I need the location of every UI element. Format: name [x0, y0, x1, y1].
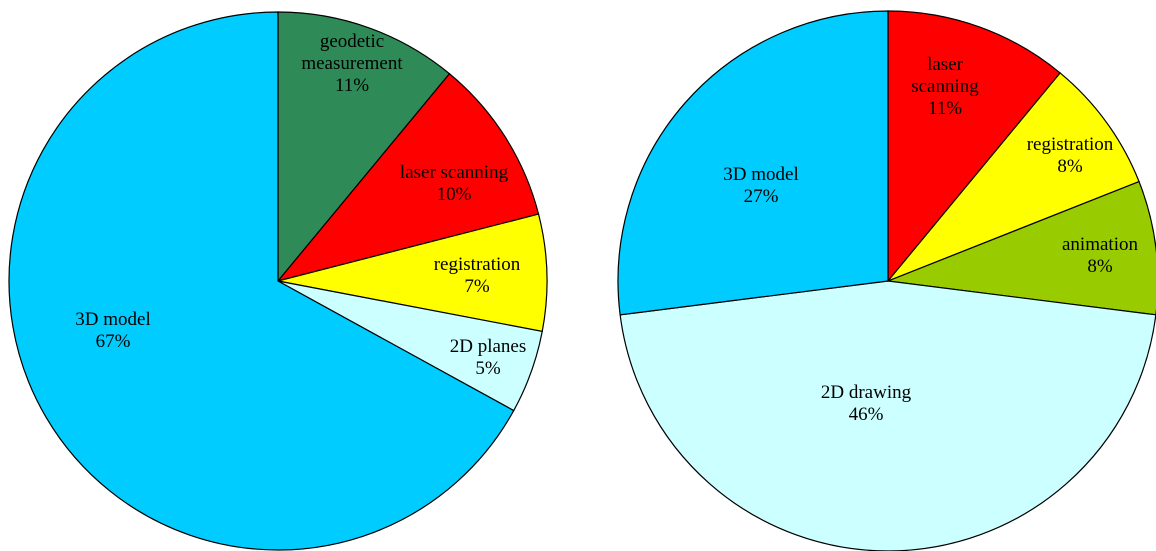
pie0-slice-geodetic-measurement: [277, 11, 451, 283]
pie1-slice-registration: [887, 72, 1140, 282]
pie1-label-2d-drawing: 2D drawing 46%: [821, 382, 912, 425]
pie0-slice-laser-scanning: [276, 72, 540, 283]
pie1-name-laser-scanning: scanning: [911, 76, 979, 97]
pie0-name-geodetic-measurement: geodetic: [320, 31, 384, 52]
pie1-percent-2d-drawing: 46%: [849, 404, 884, 425]
pie0-percent-laser-scanning: 10%: [437, 184, 472, 205]
pie0-name-3d-model: 3D model: [75, 309, 150, 330]
pie1-label-registration: registration 8%: [1027, 134, 1114, 177]
pie1-name-animation: animation: [1062, 234, 1138, 255]
pie0-slice-3d-model: [8, 11, 515, 551]
pie1-percent-3d-model: 27%: [744, 186, 779, 207]
pie0-label-3d-model: 3D model 67%: [75, 309, 150, 352]
pie0-percent-geodetic-measurement: 11%: [335, 75, 369, 96]
pie1-percent-laser-scanning: 11%: [928, 98, 962, 119]
pie1-label-3d-model: 3D model 27%: [723, 164, 798, 207]
pie0-percent-2d-planes: 5%: [475, 358, 501, 379]
pie1-name-laser-scanning: laser: [927, 54, 964, 75]
pie1-name-registration: registration: [1027, 134, 1114, 155]
pie0-label-registration: registration 7%: [434, 254, 521, 297]
pie1-percent-animation: 8%: [1087, 256, 1113, 277]
pie0-name-2d-planes: 2D planes: [450, 336, 527, 357]
pie1-name-3d-model: 3D model: [723, 164, 798, 185]
pie0-label-geodetic-measurement: geodetic measurement 11%: [301, 31, 403, 96]
pie1-percent-registration: 8%: [1057, 156, 1083, 177]
pie0-label-2d-planes: 2D planes 5%: [450, 336, 527, 379]
pie0-name-registration: registration: [434, 254, 521, 275]
pie1-name-2d-drawing: 2D drawing: [821, 382, 912, 403]
pie0-label-laser-scanning: laser scanning 10%: [400, 162, 509, 205]
pie-chart-right: laser scanning 11%registration 8%animation 8…: [617, 10, 1156, 551]
pie0-percent-registration: 7%: [464, 276, 490, 297]
pie0-percent-3d-model: 67%: [96, 331, 131, 352]
pie1-slice-3d-model: [617, 10, 889, 316]
pie1-label-animation: animation 8%: [1062, 234, 1138, 277]
pie0-name-geodetic-measurement: measurement: [301, 53, 403, 74]
pie-chart-left: geodetic measurement 11% laser scanning 10% r…: [8, 11, 548, 551]
pie1-slice-2d-drawing: [619, 280, 1156, 551]
pie1-slice-laser-scanning: [887, 10, 1061, 283]
pie0-slice-registration: [277, 213, 548, 333]
pie0-name-laser-scanning: laser scanning: [400, 162, 509, 183]
pie1-label-laser-scanning: laser scanning 11%: [911, 54, 979, 119]
